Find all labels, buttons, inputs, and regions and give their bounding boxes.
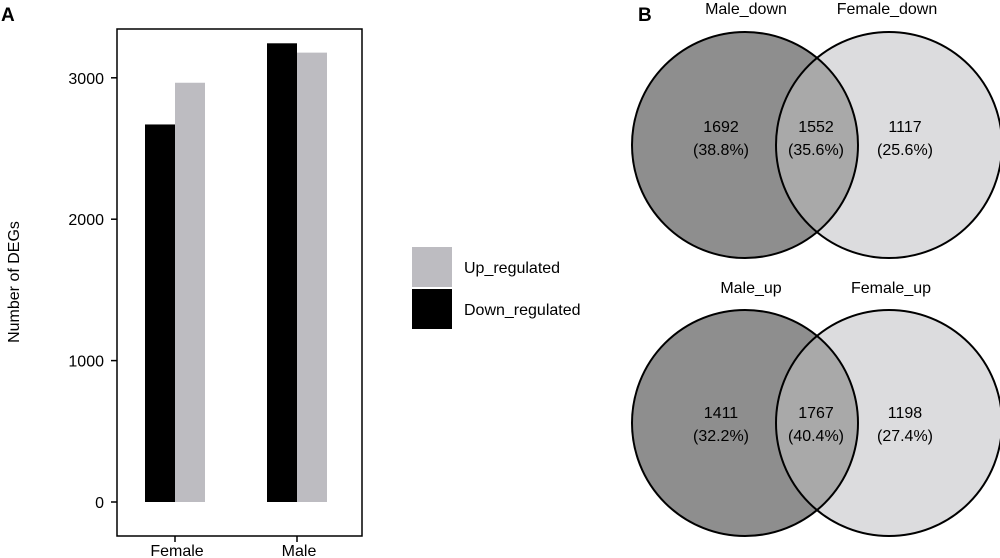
region-count: 1198 [888, 405, 923, 422]
region-percent: (35.6%) [788, 142, 844, 159]
region-percent: (27.4%) [877, 428, 933, 445]
region-percent: (32.2%) [693, 428, 749, 445]
bar-up-regulated-male [297, 52, 327, 502]
y-tick-label: 2000 [68, 212, 104, 229]
bar-down-regulated-female [145, 124, 175, 502]
legend-label: Down_regulated [464, 302, 581, 319]
region-percent: (25.6%) [877, 142, 933, 159]
venn-down-right-outline [775, 31, 1000, 259]
x-tick-label: Male [282, 543, 317, 558]
region-count: 1552 [798, 119, 834, 136]
region-count: 1411 [704, 405, 739, 422]
region-count: 1117 [888, 119, 921, 136]
legend-swatch [412, 289, 452, 329]
region-count: 1692 [703, 119, 739, 136]
set-label-male-down: Male_down [705, 1, 787, 18]
set-label-female-up: Female_up [851, 280, 931, 297]
venn-up-right-outline [775, 309, 1000, 537]
venn-up: Male_up Female_up 1411 (32.2%) 1767 (40.… [631, 280, 1000, 537]
panel-a-label: A [1, 5, 15, 26]
region-percent: (38.8%) [693, 142, 749, 159]
venn-up-left-outline [631, 309, 859, 537]
set-label-female-down: Female_down [837, 1, 938, 18]
venn-down-overlap [776, 58, 858, 232]
x-tick-label: Female [150, 543, 203, 558]
legend-swatch [412, 247, 452, 287]
y-tick-label: 1000 [68, 354, 104, 371]
region-count: 1767 [798, 405, 834, 422]
set-label-male-up: Male_up [720, 280, 781, 297]
y-axis: 0 1000 2000 3000 [68, 71, 117, 512]
y-axis-title: Number of DEGs [6, 221, 23, 343]
plot-frame [116, 28, 363, 537]
venn-down-left-outline [631, 31, 859, 259]
legend: Up_regulated Down_regulated [412, 247, 581, 329]
panel-b-label: B [638, 5, 652, 26]
y-tick-label: 3000 [68, 71, 104, 88]
bar-up-regulated-female [175, 82, 205, 503]
venn-down: Male_down Female_down 1692 (38.8%) 1552 … [631, 1, 1000, 259]
legend-label: Up_regulated [464, 260, 560, 277]
x-axis: Female Male [150, 536, 316, 558]
bars [145, 43, 327, 503]
y-tick-label: 0 [95, 495, 104, 512]
bar-down-regulated-male [267, 43, 297, 502]
region-percent: (40.4%) [788, 428, 844, 445]
venn-up-overlap [776, 336, 858, 510]
